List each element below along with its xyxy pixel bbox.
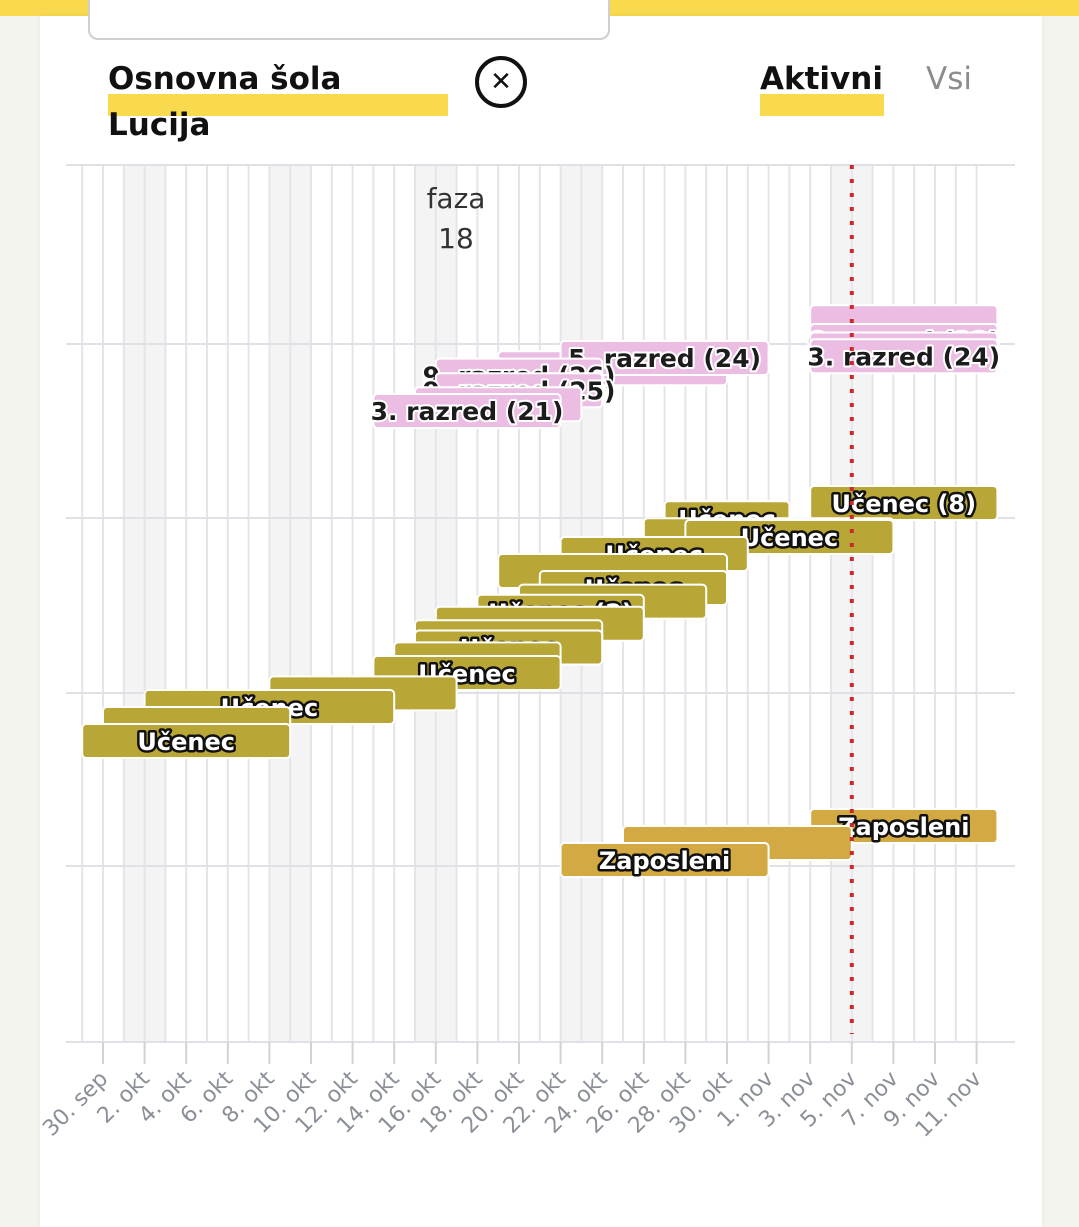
phase-number: 18 — [438, 222, 474, 255]
clear-filter-button[interactable]: ✕ — [475, 56, 527, 108]
tab-all[interactable]: Vsi — [926, 61, 972, 97]
filter-highlight — [108, 94, 448, 116]
razred-bar — [372, 393, 562, 430]
school-filter-chip[interactable]: Osnovna šola Lucija — [108, 56, 448, 143]
ucenec-bar — [81, 723, 292, 759]
close-circle-icon: ✕ — [490, 67, 512, 97]
tab-active[interactable]: Aktivni — [760, 56, 884, 116]
razred-bar-label: 3. razred (21) — [371, 397, 564, 426]
tab-active-label: Aktivni — [760, 61, 883, 97]
ucenec-bar-label: Učenec — [741, 524, 839, 552]
zaposleni-bar — [559, 842, 770, 878]
zaposleni-bar-label: Zaposleni — [599, 847, 730, 875]
search-input[interactable] — [88, 0, 610, 40]
razred-bar — [809, 338, 999, 375]
phase-label: faza — [427, 182, 486, 215]
school-filter-label: Osnovna šola Lucija — [108, 61, 342, 143]
ucenec-bar — [809, 485, 999, 521]
zaposleni-bar-label: Zaposleni — [838, 813, 969, 841]
tab-highlight — [760, 94, 884, 116]
razred-bar-label: 3. razred (24) — [807, 342, 1000, 371]
ucenec-bar-label: Učenec (8) — [832, 490, 977, 518]
ucenec-bar-label: Učenec — [137, 728, 235, 756]
